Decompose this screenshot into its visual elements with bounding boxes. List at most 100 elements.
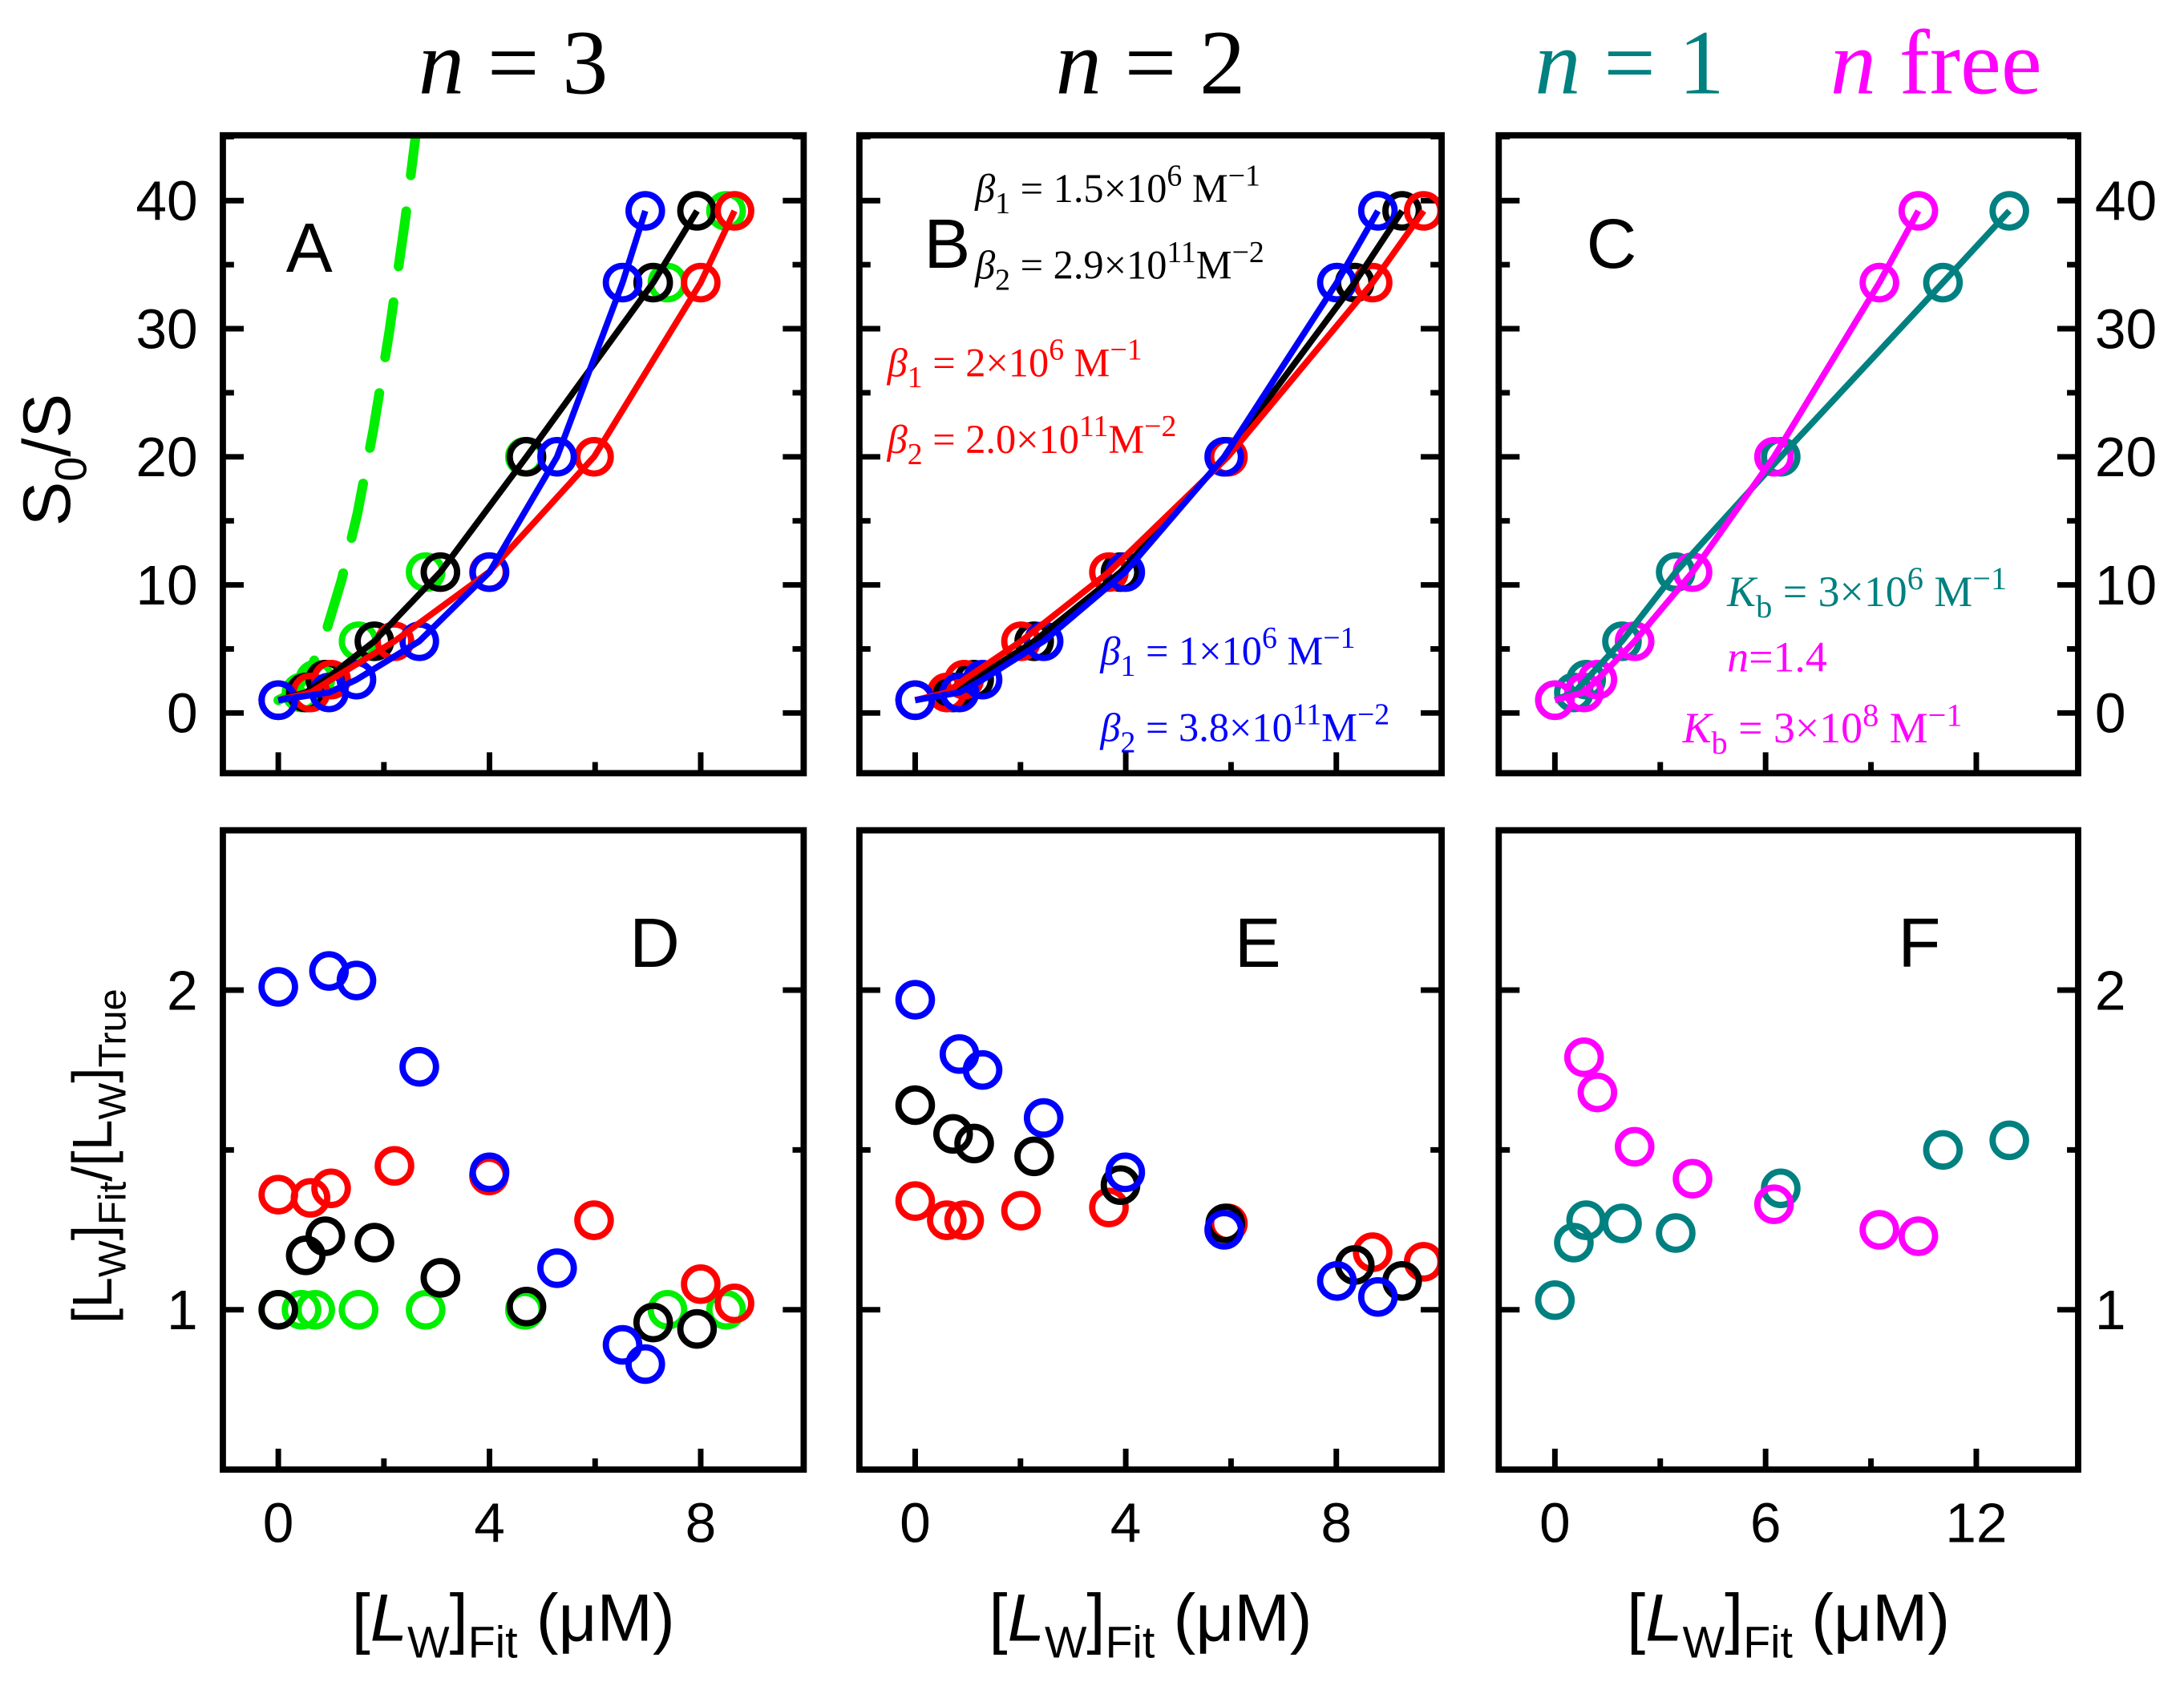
data-point-green xyxy=(338,1289,378,1330)
annotation-value: = 2.0×10 xyxy=(923,417,1079,462)
y-tick-label: 0 xyxy=(167,682,198,745)
annotation-value: = 3×10 xyxy=(1772,568,1907,616)
data-point-red xyxy=(1403,1242,1442,1282)
data-point-blue xyxy=(1105,1152,1146,1193)
annotation-unit-sup: −1 xyxy=(1228,159,1260,192)
y-axis-label-top: S0/S xyxy=(10,394,96,526)
panel-letter: B xyxy=(924,205,970,283)
xlabel-sub: W xyxy=(407,1618,450,1668)
x-tick-label: 8 xyxy=(1321,1491,1352,1554)
annotation-symbol: β xyxy=(1099,705,1121,750)
data-point-teal xyxy=(1656,1213,1696,1253)
data-point-magenta xyxy=(1859,1210,1899,1250)
data-point-black xyxy=(285,1235,326,1276)
data-point-blue xyxy=(895,980,936,1020)
annotation-unit-sup: −1 xyxy=(1928,697,1963,733)
axes-frame xyxy=(220,827,807,1473)
ylabel-part: [L xyxy=(61,1277,123,1324)
panel-letter: E xyxy=(1235,904,1281,982)
data-point-blue xyxy=(1357,191,1398,231)
data-point-teal xyxy=(1923,262,1964,303)
panel-a: 0 10 20 30 40 An = 3 xyxy=(135,12,807,777)
series-line-red xyxy=(277,209,738,704)
annotation: β1 = 1.5×106 M−1 xyxy=(974,159,1260,220)
xlabel-part: (μM) xyxy=(1155,1581,1312,1656)
annotation-value: =1.4 xyxy=(1749,633,1827,681)
data-point-black xyxy=(420,1258,461,1298)
data-point-magenta xyxy=(1563,1037,1604,1077)
y-tick-label: 1 xyxy=(167,1279,198,1341)
data-point-black xyxy=(420,552,461,592)
panel-letter: C xyxy=(1587,205,1637,283)
title-value: = 3 xyxy=(464,12,608,114)
axes-frame xyxy=(1495,131,2081,777)
xlabel-sub: Fit xyxy=(1106,1618,1155,1668)
data-point-blue xyxy=(336,960,377,1001)
panel-letter: A xyxy=(286,209,333,287)
x-tick-label: 4 xyxy=(1110,1491,1142,1554)
y-tick-label: 20 xyxy=(135,426,197,488)
ylabel-part: ] xyxy=(61,1225,123,1240)
data-point-black xyxy=(895,1085,936,1126)
y-tick-label: 2 xyxy=(2095,959,2126,1021)
xlabel-sub: Fit xyxy=(468,1618,518,1668)
panel-letter: D xyxy=(629,904,680,982)
annotation-unit-sup: −2 xyxy=(1232,236,1264,269)
annotation-unit-sup: −2 xyxy=(1144,410,1176,443)
y-tick-label: 30 xyxy=(135,297,197,360)
annotation: Kb = 3×106 M−1 xyxy=(1726,560,2007,625)
annotation-unit: M xyxy=(1108,417,1144,462)
data-point-black xyxy=(677,191,718,231)
data-point-magenta xyxy=(1753,437,1794,477)
x-tick-label: 8 xyxy=(686,1491,717,1554)
data-point-red xyxy=(895,1181,936,1221)
y-axis-label-bottom: [LW]Fit/[LW]True xyxy=(61,989,134,1324)
data-point-blue xyxy=(1316,1261,1357,1301)
xlabel-sub: W xyxy=(1683,1618,1725,1668)
data-point-magenta xyxy=(1615,1126,1655,1167)
plot-area xyxy=(1535,191,2029,721)
y-tick-label: 1 xyxy=(2095,1279,2126,1341)
annotation: β1 = 2×106 M−1 xyxy=(887,333,1143,394)
series-line-red xyxy=(914,208,1426,704)
plot-area xyxy=(1535,1037,2029,1320)
y-tick-label: 30 xyxy=(2095,297,2157,360)
ylabel-part: /S xyxy=(10,394,84,457)
data-point-red xyxy=(290,1178,331,1218)
annotation-sup: 11 xyxy=(1167,236,1195,269)
annotation-value: = 1.5×10 xyxy=(1010,166,1167,211)
annotation-symbol: β xyxy=(887,340,908,385)
annotation-sup: 6 xyxy=(1167,159,1182,192)
annotation-value: = 2.9×10 xyxy=(1010,243,1167,288)
annotation-symbol: K xyxy=(1682,704,1714,752)
ylabel-part: S xyxy=(10,482,84,527)
annotation-sup: 8 xyxy=(1862,697,1879,733)
data-point-green xyxy=(706,1289,746,1330)
data-point-red xyxy=(681,262,721,303)
ylabel-part: ] xyxy=(61,1067,123,1082)
data-point-magenta xyxy=(1577,1072,1618,1113)
axes-frame xyxy=(220,131,807,777)
annotation-value: = 2×10 xyxy=(923,340,1050,385)
data-point-black xyxy=(258,1289,298,1330)
plot-area xyxy=(258,135,754,721)
data-point-red xyxy=(574,1200,614,1240)
data-point-black xyxy=(677,1308,718,1349)
axes-frame xyxy=(1495,827,2081,1473)
data-point-red xyxy=(714,191,754,231)
annotation-unit-sup: −1 xyxy=(1110,333,1142,366)
data-point-magenta xyxy=(1753,1184,1794,1224)
annotation-symbol: β xyxy=(974,166,996,211)
panel-title: n = 1 xyxy=(1535,12,1725,114)
y-tick-label: 0 xyxy=(2095,682,2126,745)
annotation: β2 = 2.9×1011M−2 xyxy=(974,236,1264,297)
panel-title: n = 2 xyxy=(1056,12,1246,114)
data-point-blue xyxy=(1204,1210,1244,1250)
data-point-black xyxy=(354,1223,394,1263)
annotation: n=1.4 xyxy=(1727,633,1827,681)
data-point-red xyxy=(927,1200,967,1240)
data-point-teal xyxy=(1535,1280,1575,1320)
data-point-red xyxy=(681,1264,721,1304)
x-tick-label: 12 xyxy=(1945,1491,2007,1554)
